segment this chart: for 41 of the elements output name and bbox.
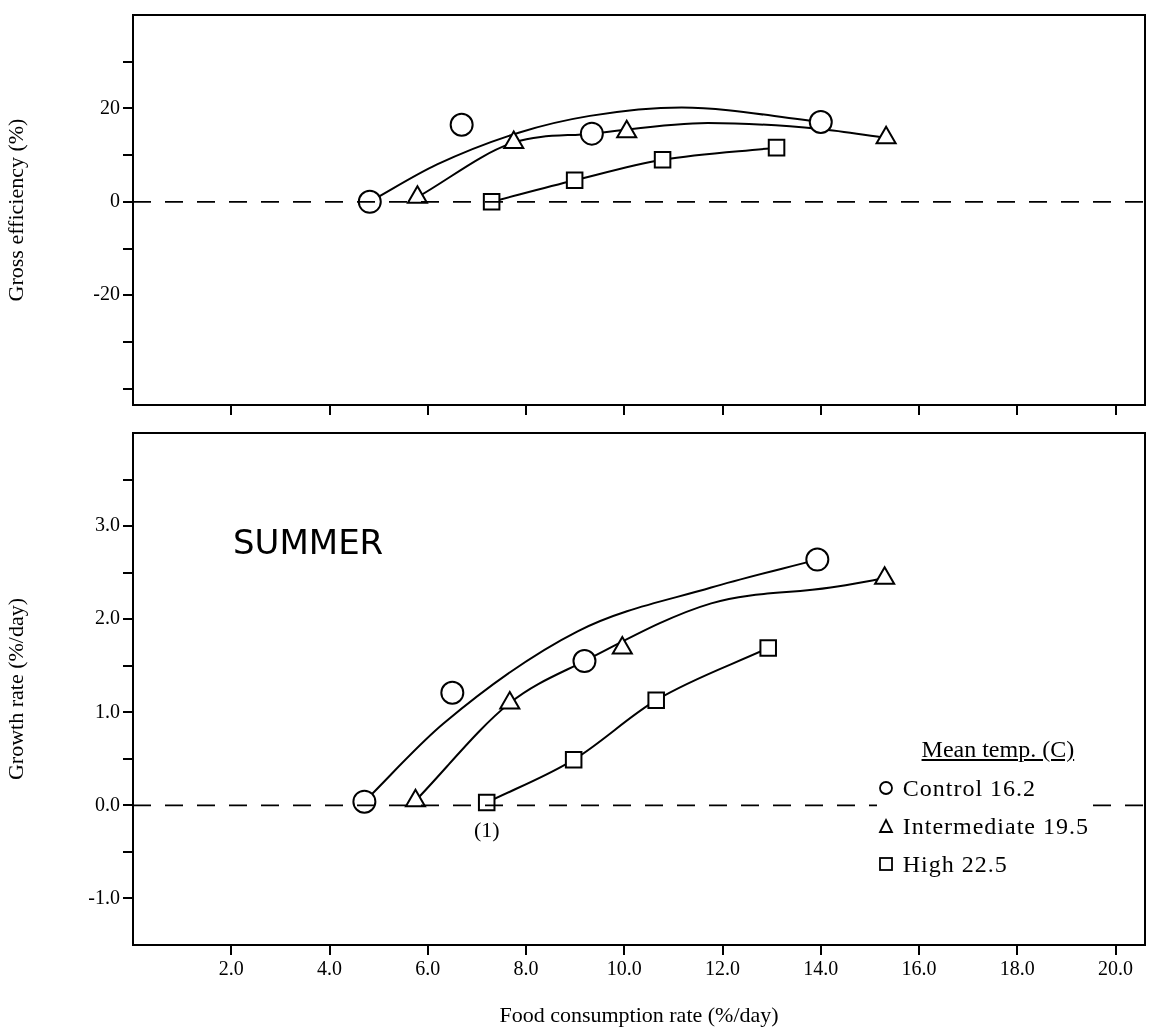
y-tick-label: 1.0 [95,699,120,722]
point [647,691,665,709]
x-tick-label: 12.0 [705,957,741,980]
point [805,547,830,572]
y-tick-label: 0 [110,189,120,212]
y-axis-title: Growth rate (%/day) [2,597,28,781]
point [767,138,786,157]
y-tick-label: 20 [100,95,120,118]
y-tick-label: -20 [93,282,120,305]
y-tick-label: 2.0 [95,606,120,629]
legend-label: High 22.5 [902,850,1008,878]
x-tick-label: 14.0 [803,957,839,980]
annotation: (1) [473,817,500,843]
x-tick-label: 6.0 [415,957,441,980]
x-tick-label: 2.0 [218,957,244,980]
point [579,121,604,146]
x-tick-label: 10.0 [606,957,642,980]
y-tick-label: 3.0 [95,513,120,536]
x-tick-label: 16.0 [901,957,937,980]
point [449,112,474,137]
point [357,189,382,214]
y-axis-title: Gross efficiency (%) [2,118,28,302]
point [352,789,377,814]
x-tick-label: 4.0 [317,957,342,980]
point [564,750,583,769]
legend-label: Control 16.2 [902,774,1037,802]
legend-label: Intermediate 19.5 [902,812,1089,840]
legend-title: Mean temp. (C) [920,736,1076,763]
point [808,109,833,134]
x-tick-label: 8.0 [513,957,539,980]
x-axis-title: Food consumption rate (%/day) [499,1001,779,1027]
point [565,171,584,190]
point [759,639,777,657]
y-tick-label: 0.0 [95,792,120,815]
point [653,151,672,169]
x-tick-label: 18.0 [999,957,1035,980]
point [572,649,597,674]
y-tick-label: -1.0 [88,885,120,908]
point [440,680,465,705]
annotation: SUMMER [233,521,384,562]
x-tick-label: 20.0 [1098,957,1134,980]
